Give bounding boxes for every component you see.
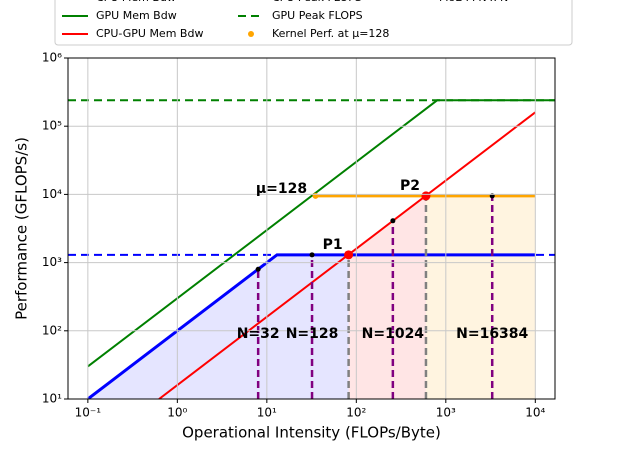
y-tick-label: 10⁶ bbox=[42, 51, 62, 65]
kernel-label: μ=128 bbox=[256, 181, 307, 197]
point bbox=[421, 191, 431, 201]
x-axis-label: Operational Intensity (FLOPs/Byte) bbox=[182, 424, 441, 442]
x-tick-label: 10⁴ bbox=[525, 406, 545, 420]
legend-label: CPU Peak FLOPS bbox=[272, 0, 362, 4]
legend-box bbox=[54, 0, 573, 46]
moe-label: N=128 bbox=[286, 326, 339, 342]
region bbox=[425, 195, 536, 399]
point-label: P2 bbox=[400, 178, 420, 194]
plot-frame bbox=[67, 57, 556, 400]
legend-label: CPU-GPU Mem Bdw bbox=[96, 27, 203, 40]
legend-label: Kernel Perf. at μ=128 bbox=[272, 27, 389, 40]
x-tick-label: 10⁻¹ bbox=[75, 406, 102, 420]
x-tick-label: 10² bbox=[346, 406, 366, 420]
y-tick-label: 10² bbox=[42, 323, 62, 337]
moe-point bbox=[255, 266, 261, 272]
y-tick-label: 10⁴ bbox=[42, 187, 62, 201]
moe-point bbox=[390, 218, 396, 224]
x-tick-label: 10³ bbox=[436, 406, 456, 420]
series-marker bbox=[312, 192, 319, 199]
legend-label: CPU Mem Bdw bbox=[96, 0, 176, 4]
point bbox=[344, 250, 354, 260]
point-label: P1 bbox=[323, 237, 343, 253]
x-tick-label: 10¹ bbox=[257, 406, 277, 420]
legend-label: GPU Peak FLOPS bbox=[272, 9, 363, 22]
y-axis-label: Performance (GFLOPS/s) bbox=[13, 137, 31, 320]
legend-label: MoE FFN x N bbox=[439, 0, 508, 4]
moe-point bbox=[309, 252, 315, 258]
x-tick-label: 10⁰ bbox=[167, 406, 187, 420]
y-tick-label: 10³ bbox=[42, 255, 62, 269]
region bbox=[87, 254, 349, 399]
y-tick-label: 10¹ bbox=[42, 392, 62, 406]
legend-label: GPU Mem Bdw bbox=[96, 9, 177, 22]
legend-marker bbox=[248, 31, 254, 37]
region bbox=[348, 195, 426, 399]
moe-label: N=32 bbox=[237, 326, 280, 342]
y-tick-label: 10⁵ bbox=[42, 119, 62, 133]
moe-label: N=16384 bbox=[456, 326, 528, 342]
moe-label: N=1024 bbox=[362, 326, 425, 342]
plot-area bbox=[68, 99, 555, 399]
